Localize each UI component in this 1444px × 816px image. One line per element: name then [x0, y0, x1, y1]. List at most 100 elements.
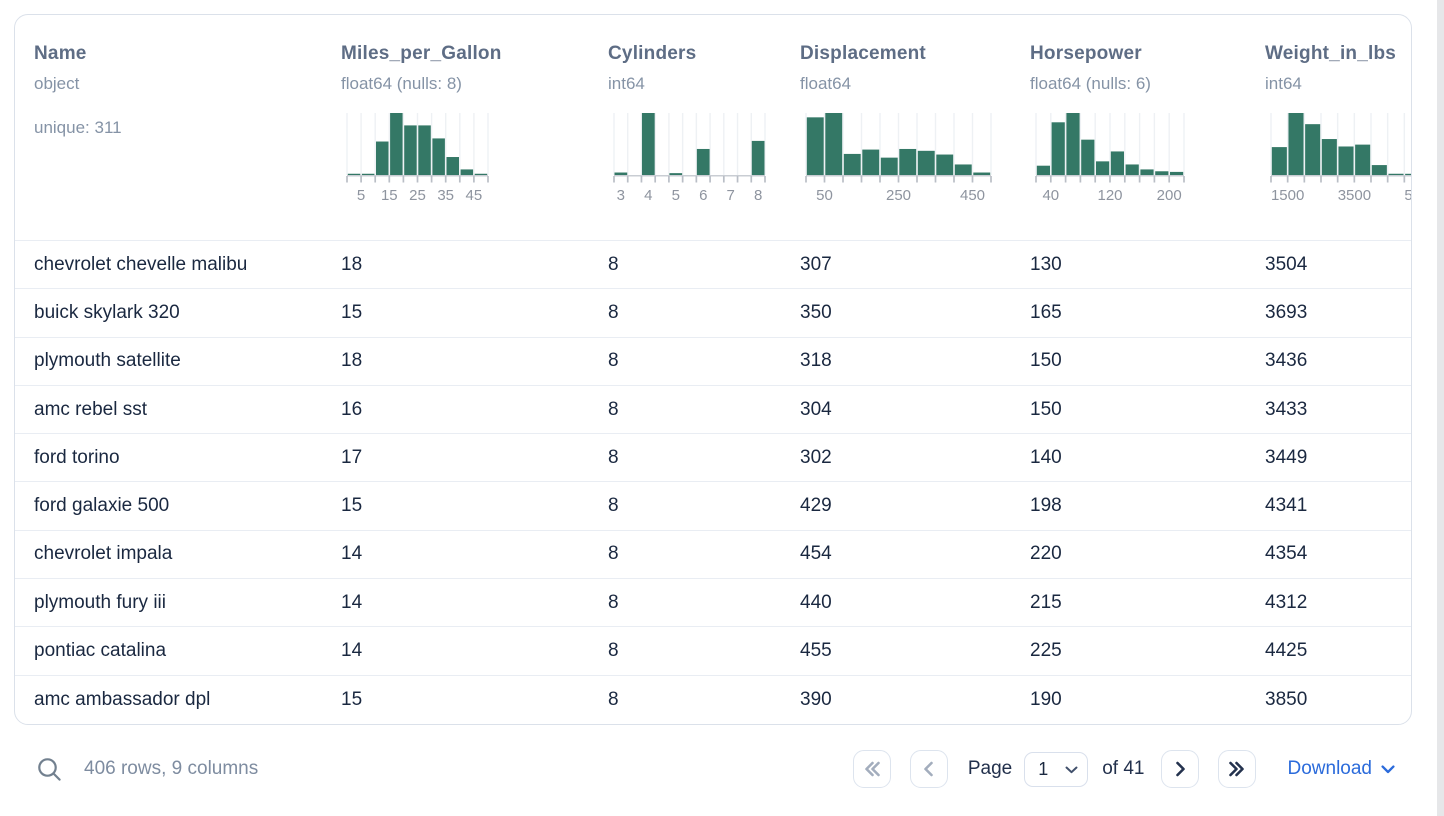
table-cell: 390: [800, 688, 832, 710]
table-cell: 8: [608, 591, 619, 613]
table-cell: 165: [1030, 301, 1062, 323]
svg-text:1500: 1500: [1271, 187, 1304, 204]
column-dtype: int64: [1265, 74, 1302, 93]
table-cell: 429: [800, 495, 832, 517]
column-header-miles_per_gallon[interactable]: Miles_per_Gallon float64 (nulls: 8) 5 15 25 3…: [341, 41, 608, 240]
table-cell: 318: [800, 350, 832, 372]
table-cell: 15: [341, 688, 363, 710]
table-cell: 8: [608, 446, 619, 468]
table-cell: 8: [608, 543, 619, 565]
chevron-right-icon: [1175, 761, 1185, 777]
search-button[interactable]: [36, 756, 63, 783]
svg-text:120: 120: [1097, 187, 1122, 204]
page-select[interactable]: 1: [1024, 751, 1089, 787]
search-icon: [38, 757, 61, 781]
table-cell: 8: [608, 688, 619, 710]
previous-page-button[interactable]: [909, 750, 948, 788]
table-cell: 15: [341, 495, 363, 517]
table-cell: plymouth fury iii: [34, 591, 166, 613]
horsepower-histogram[interactable]: 40 120 200: [1035, 113, 1265, 205]
column-name: Name: [34, 43, 87, 64]
table-cell: 4354: [1265, 543, 1308, 565]
table-cell: 16: [341, 398, 363, 420]
table-row: chevrolet chevelle malibu 18 8 307 130 3504: [15, 241, 1411, 290]
table-cell: 150: [1030, 350, 1062, 372]
table-cell: 18: [341, 253, 363, 275]
svg-text:3: 3: [617, 187, 625, 204]
column-header-weight_in_lbs[interactable]: Weight_in_lbs int64 1500 3500 5500: [1265, 41, 1412, 240]
table-row: ford torino 17 8 302 140 3449: [15, 434, 1411, 483]
table-cell: 14: [341, 543, 363, 565]
table-cell: chevrolet chevelle malibu: [34, 253, 248, 275]
table-cell: 14: [341, 640, 363, 662]
data-table-card: Name object unique: 311 Miles_per_Gallon flo…: [14, 14, 1412, 725]
first-page-button[interactable]: [852, 750, 891, 788]
svg-text:5500: 5500: [1404, 187, 1412, 204]
table-cell: 8: [608, 398, 619, 420]
table-cell: 3436: [1265, 350, 1308, 372]
table-cell: amc rebel sst: [34, 398, 147, 420]
table-cell: amc ambassador dpl: [34, 688, 211, 710]
table-cell: 225: [1030, 640, 1062, 662]
table-cell: 8: [608, 640, 619, 662]
table-cell: buick skylark 320: [34, 301, 180, 323]
window-edge-strip: [1437, 0, 1444, 816]
row-count-status: 406 rows, 9 columns: [84, 758, 259, 779]
column-header-horsepower[interactable]: Horsepower float64 (nulls: 6) 40 120 200: [1030, 41, 1265, 240]
column-dtype: float64: [800, 74, 852, 93]
last-page-button[interactable]: [1217, 750, 1256, 788]
table-row: amc rebel sst 16 8 304 150 3433: [15, 386, 1411, 435]
table-cell: 8: [608, 350, 619, 372]
svg-text:40: 40: [1042, 187, 1059, 204]
table-row: pontiac catalina 14 8 455 225 4425: [15, 627, 1411, 676]
svg-text:50: 50: [816, 187, 833, 204]
svg-text:8: 8: [754, 187, 762, 204]
miles_per_gallon-histogram[interactable]: 5 15 25 35 45: [346, 113, 608, 205]
column-dtype: float64 (nulls: 6): [1030, 74, 1151, 93]
table-cell: 215: [1030, 591, 1062, 613]
cylinders-histogram[interactable]: 3 4 5 6 7 8: [613, 113, 800, 205]
table-cell: 8: [608, 301, 619, 323]
displacement-histogram[interactable]: 50 250 450: [805, 113, 1030, 205]
table-cell: pontiac catalina: [34, 640, 167, 662]
table-row: buick skylark 320 15 8 350 165 3693: [15, 289, 1411, 338]
table-cell: 3504: [1265, 253, 1308, 275]
next-page-button[interactable]: [1160, 750, 1199, 788]
table-cell: 3433: [1265, 398, 1308, 420]
table-cell: chevrolet impala: [34, 543, 173, 565]
page-label: Page: [967, 758, 1013, 779]
table-cell: 3693: [1265, 301, 1308, 323]
table-cell: 440: [800, 591, 832, 613]
table-cell: 140: [1030, 446, 1062, 468]
download-button[interactable]: Download: [1288, 758, 1396, 780]
column-unique-count: unique: 311: [34, 118, 122, 137]
column-header-displacement[interactable]: Displacement float64 50 250 450: [800, 41, 1030, 240]
column-dtype: object: [34, 74, 80, 93]
download-label: Download: [1287, 758, 1373, 779]
svg-text:7: 7: [727, 187, 735, 204]
footer-left: 406 rows, 9 columns: [14, 756, 258, 783]
table-cell: 4312: [1265, 591, 1308, 613]
svg-text:6: 6: [699, 187, 707, 204]
chevrons-left-icon: [865, 761, 880, 777]
footer-pagination: Page 1 of 41 Download: [852, 750, 1412, 788]
table-cell: ford galaxie 500: [34, 495, 170, 517]
table-cell: 17: [341, 446, 363, 468]
table-body: chevrolet chevelle malibu 18 8 307 130 3504 bu…: [15, 241, 1411, 724]
column-header-name[interactable]: Name object unique: 311: [34, 41, 341, 240]
column-dtype: float64 (nulls: 8): [341, 74, 462, 93]
table-cell: 220: [1030, 543, 1062, 565]
column-name: Cylinders: [608, 43, 697, 64]
table-row: chevrolet impala 14 8 454 220 4354: [15, 531, 1411, 580]
page-total-label: of 41: [1102, 758, 1145, 779]
table-cell: 15: [341, 301, 363, 323]
table-row: ford galaxie 500 15 8 429 198 4341: [15, 482, 1411, 531]
svg-text:5: 5: [357, 187, 365, 204]
svg-text:200: 200: [1157, 187, 1182, 204]
table-cell: 198: [1030, 495, 1062, 517]
column-header-cylinders[interactable]: Cylinders int64 3 4 5 6 7 8: [608, 41, 800, 240]
table-cell: 454: [800, 543, 832, 565]
svg-text:4: 4: [644, 187, 652, 204]
svg-text:450: 450: [960, 187, 985, 204]
weight_in_lbs-histogram[interactable]: 1500 3500 5500: [1270, 113, 1412, 205]
